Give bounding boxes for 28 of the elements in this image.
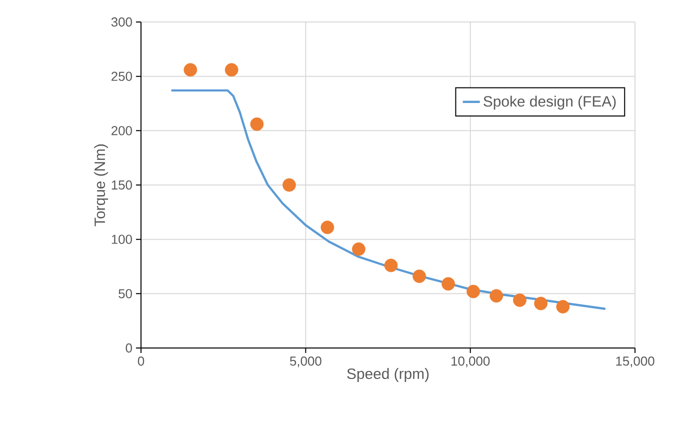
x-tick-label: 0 <box>138 356 144 366</box>
point <box>250 117 264 131</box>
point <box>534 296 548 310</box>
point <box>184 63 198 77</box>
x-axis-title: Speed (rpm) <box>347 368 429 382</box>
y-tick-label: 150 <box>112 180 132 190</box>
point <box>282 178 296 192</box>
point <box>320 220 334 234</box>
y-tick-label: 50 <box>118 289 132 298</box>
legend-label: Spoke design (FEA) <box>484 96 616 110</box>
point <box>556 300 570 314</box>
x-tick-label: 10,000 <box>452 356 490 368</box>
point <box>384 258 398 272</box>
x-tick-label: 5,000 <box>290 356 322 368</box>
point <box>490 289 504 303</box>
point <box>412 270 426 283</box>
y-axis-title: Torque (Nm) <box>94 144 108 226</box>
point <box>442 277 455 291</box>
y-tick-label: 250 <box>112 72 132 81</box>
y-tick-label: 200 <box>112 126 132 136</box>
point <box>513 293 526 307</box>
y-tick-label: 100 <box>112 234 132 244</box>
y-tick-label: 0 <box>126 343 132 353</box>
point <box>224 63 238 77</box>
y-tick-label: 300 <box>111 17 132 27</box>
x-tick-label: 15,000 <box>616 356 654 368</box>
point <box>466 284 480 298</box>
point <box>352 242 366 256</box>
